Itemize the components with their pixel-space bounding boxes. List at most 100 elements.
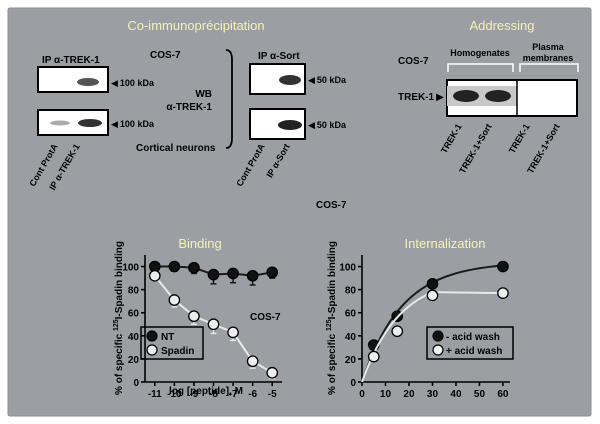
addressing-cell: COS-7: [398, 56, 429, 67]
internalization-series-2-point: [497, 287, 509, 299]
internalization-cell: COS-7: [316, 200, 347, 211]
binding-series-2-point: [266, 366, 279, 379]
internalization-ytick-label: 0: [350, 378, 356, 389]
group-homogenates: Homogenates: [450, 48, 510, 58]
binding-ytick-label: 40: [128, 332, 140, 343]
band-trek-bottom: [78, 119, 102, 127]
binding-chart: Binding COS-7 % of specific 125I-Spadin …: [113, 236, 282, 400]
binding-series-2-point: [246, 355, 259, 368]
internalization-series-1-point: [426, 278, 439, 290]
coip-cell-top: COS-7: [150, 50, 181, 61]
binding-legend: NT Spadin: [140, 326, 204, 360]
internalization-ytick-label: 40: [345, 332, 357, 343]
group-pm-line2: membranes: [523, 53, 574, 63]
internalization-axes: 0 20 40 60 80 100 0 10 20 30 40 50 60: [339, 255, 510, 400]
binding-cell: COS-7: [250, 312, 281, 323]
binding-series-1-point: [227, 267, 239, 280]
int-legend-marker-plus: [432, 344, 444, 356]
internalization-xtick-label: 0: [359, 389, 365, 400]
binding-legend-box: [140, 326, 204, 360]
binding-xlabel: log [peptide], M: [169, 386, 243, 397]
band-addr-2: [485, 90, 511, 102]
internalization-legend-box: [426, 326, 514, 360]
internalization-ytick-label: 20: [345, 355, 357, 366]
kda-trek-top: ◀ 100 kDa: [111, 78, 155, 88]
binding-series-1-point: [246, 269, 259, 282]
int-legend-marker-minus: [432, 330, 444, 342]
addressing-row-label: TREK-1 ▶: [398, 92, 444, 103]
binding-xtick-label: -9: [189, 389, 198, 400]
internalization-series-2-point: [426, 289, 439, 302]
binding-ylabel: % of specific 125I-Spadin binding: [113, 241, 125, 395]
binding-axes: 0 20 40 60 80 100 -11 -10 -9 -8 -7 -6 -5: [122, 255, 282, 400]
addressing-title: Addressing: [469, 18, 534, 33]
internalization-xtick-label: 10: [380, 389, 392, 400]
kda-sort-top: ◀ 50 kDa: [308, 75, 347, 85]
internalization-chart: COS-7 Internalization % of specific 125I…: [316, 200, 514, 400]
internalization-xtick-label: 60: [497, 389, 509, 400]
binding-ytick-label: 80: [128, 286, 140, 297]
band-trek-bottom-faint: [50, 120, 70, 126]
band-addr-1: [453, 90, 479, 102]
internalization-ytick-label: 100: [339, 263, 356, 274]
wb-bracket: [225, 49, 233, 149]
binding-series-1-point: [188, 261, 200, 274]
kda-trek-bottom: ◀ 100 kDa: [111, 119, 155, 129]
internalization-marks: [361, 260, 509, 383]
bracket-homogenates: [447, 63, 514, 72]
binding-series-1-point: [266, 266, 279, 279]
binding-xtick-label: -6: [248, 389, 257, 400]
internalization-ylabel: % of specific 125I-Spadin binding: [326, 241, 338, 395]
binding-xtick-label: -8: [209, 389, 218, 400]
internalization-ytick-label: 80: [345, 286, 357, 297]
wb-label-line1: WB: [195, 89, 212, 100]
binding-ytick-label: 20: [128, 355, 140, 366]
band-sort-top: [279, 75, 301, 85]
binding-xtick-label: -5: [268, 389, 277, 400]
internalization-xtick-label: 30: [427, 389, 439, 400]
internalization-series-2-point: [391, 325, 404, 338]
binding-marks: [148, 260, 279, 380]
internalization-xtick-label: 40: [450, 389, 462, 400]
ip-trek-label: IP α-TREK-1: [42, 55, 100, 66]
blot-trek-top: [37, 66, 109, 93]
internalization-title: Internalization: [405, 236, 486, 251]
internalization-ytick-label: 60: [345, 309, 357, 320]
internalization-series-2-point: [367, 350, 380, 363]
binding-xtick-label: -10: [167, 389, 182, 400]
binding-legend-nt: NT: [161, 332, 174, 343]
binding-legend-marker-nt: [146, 330, 158, 342]
internalization-xtick-label: 20: [403, 389, 415, 400]
group-pm-line1: Plasma: [532, 42, 565, 52]
ip-sort-label: IP α-Sort: [258, 51, 300, 62]
binding-ytick-label: 100: [122, 263, 139, 274]
coip-cell-bottom: Cortical neurons: [136, 143, 216, 154]
int-legend-minus: - acid wash: [446, 332, 500, 343]
internalization-xtick-label: 50: [474, 389, 486, 400]
binding-legend-spadin: Spadin: [161, 346, 194, 357]
band-sort-bottom: [278, 120, 302, 130]
binding-series-1-point: [207, 268, 220, 281]
binding-xtick-label: -7: [229, 389, 238, 400]
internalization-series-1-point: [497, 260, 509, 273]
binding-ytick-label: 60: [128, 309, 140, 320]
blot-sort-bottom: [249, 108, 306, 140]
coip-title: Co-immunoprécipitation: [127, 18, 264, 33]
wb-label-line2: α-TREK-1: [166, 102, 212, 113]
binding-series-2-point: [188, 310, 200, 323]
binding-series-2-point: [207, 318, 220, 331]
binding-ytick-label: 0: [133, 378, 139, 389]
binding-xtick-label: -11: [148, 389, 162, 400]
band-trek-top: [77, 78, 99, 86]
int-legend-plus: + acid wash: [446, 346, 502, 357]
binding-legend-marker-spadin: [146, 344, 158, 356]
binding-series-1-point: [168, 260, 181, 273]
bracket-pm: [519, 63, 579, 72]
internalization-legend: - acid wash + acid wash: [426, 326, 514, 360]
binding-series-2-point: [227, 326, 239, 339]
binding-series-2-point: [148, 269, 161, 282]
binding-series-2-point: [168, 294, 181, 306]
figure-panel: [7, 7, 592, 417]
kda-sort-bottom: ◀ 50 kDa: [308, 120, 347, 130]
